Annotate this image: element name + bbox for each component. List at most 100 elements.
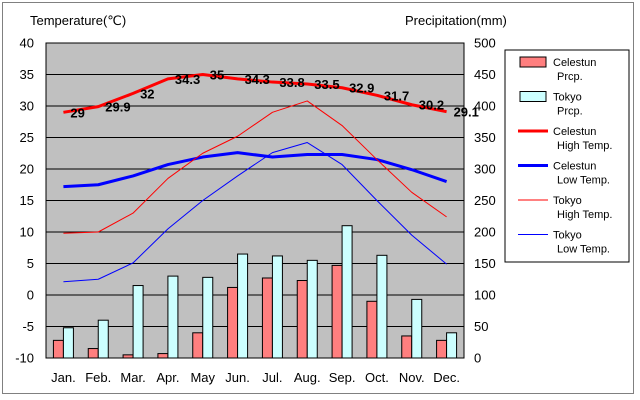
right-tick-label: 300	[474, 162, 496, 177]
celestun_prcp-bar	[52, 339, 64, 359]
left-axis-title: Temperature(℃)	[30, 13, 126, 28]
left-tick-label: 10	[20, 225, 34, 240]
tokyo_prcp-bar	[132, 285, 144, 359]
celestun_high-line	[63, 73, 447, 114]
celestun_prcp-bar	[296, 280, 308, 359]
data-label: 30.2	[419, 98, 444, 113]
tokyo_low-legend-name: Tokyo	[553, 230, 582, 242]
celestun_prcp-bar	[122, 354, 134, 359]
x-tick-label: Jan.	[51, 370, 76, 385]
data-label: 33.8	[279, 75, 304, 90]
right-tick-label: 200	[474, 225, 496, 240]
legend-box	[504, 49, 630, 263]
celestun_prcp-bar	[192, 332, 204, 359]
tokyo_prcp-bar	[271, 255, 283, 359]
tokyo_prcp-bar	[167, 275, 179, 359]
tokyo_prcp-bar	[411, 298, 423, 359]
right-axis-title: Precipitation(mm)	[405, 13, 507, 28]
tokyo_prcp-bar	[446, 332, 458, 359]
data-label: 34.3	[245, 72, 270, 87]
x-tick-label: Oct.	[365, 370, 389, 385]
data-label: 29	[70, 105, 84, 120]
tokyo_low-line	[63, 142, 447, 283]
celestun_prcp-bar	[401, 335, 413, 359]
celestun_prcp-bar	[436, 339, 448, 359]
right-tick-label: 500	[474, 36, 496, 51]
x-tick-label: Sep.	[329, 370, 356, 385]
celestun_low-legend-name: Celestun	[553, 161, 596, 173]
celestun_high-legend-name: Celestun	[553, 126, 596, 138]
celestun_prcp-bar	[87, 348, 99, 359]
tokyo_prcp-bar	[376, 254, 388, 359]
tokyo_prcp-bar	[202, 276, 214, 359]
right-tick-label: 50	[474, 319, 488, 334]
chart-frame	[2, 2, 634, 394]
left-tick-label: 20	[20, 162, 34, 177]
data-label: 33.5	[314, 77, 339, 92]
celestun_low-line	[63, 151, 448, 189]
gridlines	[46, 74, 464, 327]
data-label: 32.9	[349, 81, 374, 96]
x-tick-label: Dec.	[433, 370, 460, 385]
celestun_prcp-bar	[331, 264, 343, 359]
celestun_prcp-bar	[366, 300, 378, 359]
right-tick-label: 150	[474, 256, 496, 271]
x-tick-label: Aug.	[294, 370, 321, 385]
left-tick-label: 40	[20, 36, 34, 51]
tokyo_high-legend-kind: High Temp.	[557, 209, 612, 221]
left-tick-label: -10	[15, 351, 34, 366]
left-tick-label: -5	[22, 319, 34, 334]
left-tick-label: 30	[20, 99, 34, 114]
tokyo_prcp-legend-swatch	[519, 91, 547, 102]
tokyo_prcp-bar	[341, 225, 353, 359]
x-tick-label: Jul.	[262, 370, 282, 385]
left-axis-ticks: 40 35 30 25 20 15 10 5 0 -5 -10	[15, 36, 34, 366]
x-tick-label: May	[190, 370, 215, 385]
right-tick-label: 0	[474, 351, 481, 366]
celestun_prcp-bar	[261, 277, 273, 359]
legend: Celestun Prcp. Tokyo Prcp. Celestun High Temp…	[504, 49, 630, 263]
temperature-lines	[63, 73, 448, 283]
x-axis-ticks: Jan. Feb. Mar. Apr. May Jun. Jul. Aug. Sep. Oct. N…	[51, 370, 460, 385]
tokyo_prcp-bar	[97, 319, 109, 359]
data-label: 31.7	[384, 88, 409, 103]
data-labels: 29 29.9 32 34.3 35 34.3 33.8 33.5 32.9 31.7 30.2 29…	[70, 68, 478, 121]
data-label: 29.1	[454, 105, 479, 120]
right-tick-label: 250	[474, 193, 496, 208]
right-tick-label: 400	[474, 99, 496, 114]
celestun_prcp-bar	[227, 286, 239, 359]
x-tick-label: Nov.	[399, 370, 425, 385]
x-tick-label: Apr.	[156, 370, 179, 385]
left-tick-label: 0	[27, 288, 34, 303]
left-tick-label: 5	[27, 256, 34, 271]
x-tick-label: Mar.	[120, 370, 145, 385]
x-tick-label: Jun.	[225, 370, 250, 385]
data-label: 29.9	[105, 100, 130, 115]
celestun_prcp-legend-swatch	[519, 56, 547, 68]
data-label: 35	[210, 68, 224, 83]
tokyo_prcp-bar	[237, 253, 249, 359]
celestun_low-legend-kind: Low Temp.	[557, 175, 610, 187]
right-tick-label: 350	[474, 130, 496, 145]
celestun_high-legend-kind: High Temp.	[557, 140, 612, 152]
left-tick-label: 25	[20, 130, 34, 145]
celestun_prcp-bar	[157, 353, 169, 359]
tokyo_high-legend-name: Tokyo	[553, 195, 582, 207]
data-label: 34.3	[175, 72, 200, 87]
celestun_prcp-legend-name: Celestun	[553, 57, 596, 69]
tokyo_prcp-legend-kind: Prcp.	[557, 106, 583, 118]
tokyo_prcp-bar	[62, 327, 74, 359]
tokyo_prcp-legend-name: Tokyo	[553, 92, 582, 104]
left-tick-label: 15	[20, 193, 34, 208]
precipitation-bars	[52, 225, 458, 359]
tokyo_low-legend-kind: Low Temp.	[557, 244, 610, 256]
left-tick-label: 35	[20, 67, 34, 82]
tokyo_high-line	[63, 100, 447, 234]
x-tick-label: Feb.	[85, 370, 111, 385]
right-tick-label: 450	[474, 67, 496, 82]
right-tick-label: 100	[474, 288, 496, 303]
tokyo_prcp-bar	[306, 259, 318, 359]
celestun_prcp-legend-kind: Prcp.	[557, 71, 583, 83]
